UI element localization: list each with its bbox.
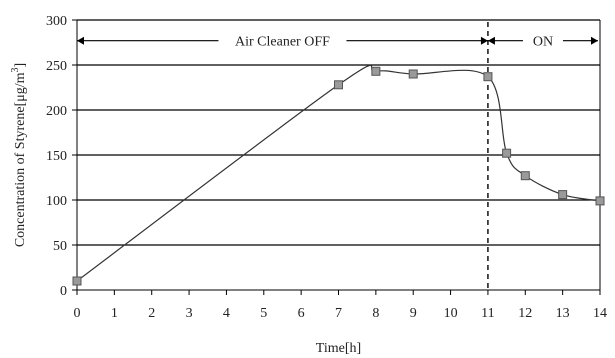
- x-tick-label-12: 12: [518, 306, 532, 321]
- off-range-arrow-head-right: [480, 36, 488, 45]
- annotation-layer: Air Cleaner OFF ON: [77, 22, 598, 290]
- x-tick-label-3: 3: [186, 306, 193, 321]
- x-tick-label-6: 6: [298, 306, 305, 321]
- off-range-arrow-head-left: [77, 36, 84, 45]
- y-tick-label-0: 0: [60, 284, 67, 299]
- on-range-arrow-head-right: [591, 36, 598, 45]
- y-axis: 0 50 100 150 200 250 300: [46, 14, 78, 299]
- x-tick-label-8: 8: [372, 306, 379, 321]
- y-axis-title-main: Concentration of Styrene[μg/m: [13, 72, 28, 247]
- data-point-8: [371, 66, 381, 76]
- x-tick-label-13: 13: [556, 306, 570, 321]
- data-point-9: [408, 69, 418, 79]
- y-axis-title: Concentration of Styrene[μg/m3]: [10, 63, 28, 247]
- y-tick-label-200: 200: [46, 104, 67, 119]
- data-point-12: [520, 171, 530, 181]
- grid-lines: [77, 19, 600, 246]
- annotation-on-label: ON: [533, 35, 553, 50]
- x-tick-label-10: 10: [444, 306, 458, 321]
- x-tick-label-1: 1: [111, 306, 118, 321]
- data-point-11: [483, 72, 493, 82]
- y-tick-label-100: 100: [46, 194, 67, 209]
- data-point-0: [72, 276, 82, 286]
- y-axis-title-superscript: 3: [10, 67, 21, 72]
- x-tick-label-7: 7: [335, 306, 342, 321]
- series-line-0: [76, 64, 601, 282]
- data-point-13: [558, 190, 568, 200]
- annotation-off-label: Air Cleaner OFF: [235, 35, 330, 50]
- on-range-arrow-head-left: [487, 36, 495, 45]
- y-tick-label-250: 250: [46, 59, 67, 74]
- x-tick-label-2: 2: [148, 306, 155, 321]
- x-tick-label-4: 4: [223, 306, 230, 321]
- x-tick-label-9: 9: [410, 306, 417, 321]
- x-axis: 0 1 2 3 4 5 6 7 8 9 10 11 12 13 14: [74, 20, 607, 321]
- x-tick-label-11: 11: [481, 306, 494, 321]
- data-point-14: [595, 196, 605, 206]
- x-tick-label-14: 14: [593, 306, 607, 321]
- data-point-7: [334, 80, 343, 90]
- y-tick-label-150: 150: [46, 149, 67, 164]
- x-axis-title: Time[h]: [316, 341, 361, 356]
- x-tick-label-0: 0: [74, 306, 81, 321]
- x-tick-label-5: 5: [260, 306, 267, 321]
- y-tick-label-50: 50: [53, 239, 67, 254]
- data-point-11.5: [502, 148, 512, 158]
- y-tick-label-300: 300: [46, 14, 67, 29]
- series-layer: [72, 64, 605, 286]
- y-axis-title-close: ]: [13, 63, 28, 68]
